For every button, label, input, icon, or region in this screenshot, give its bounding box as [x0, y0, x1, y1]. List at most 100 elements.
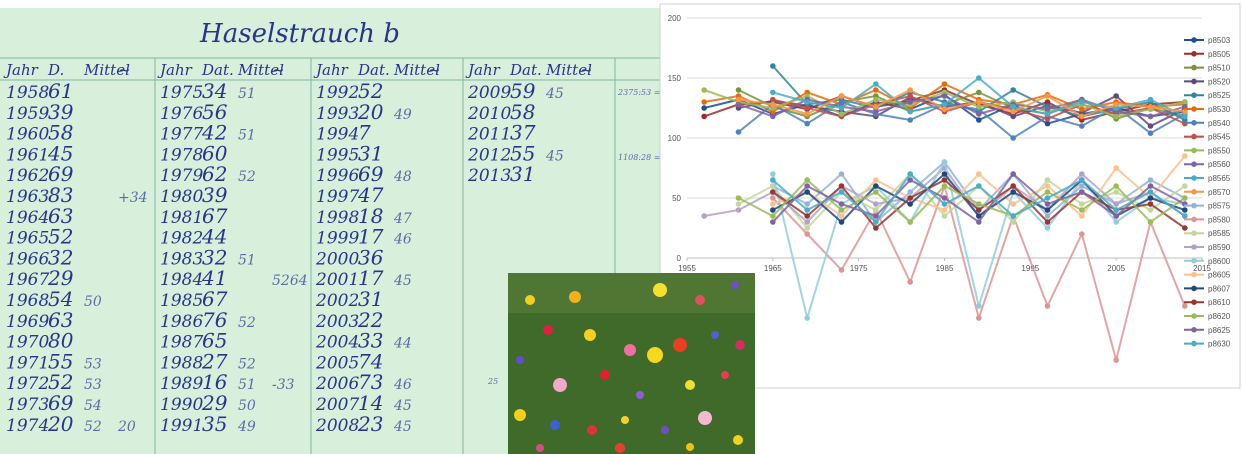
series-marker — [873, 104, 879, 110]
series-marker — [1079, 123, 1085, 129]
flower — [516, 356, 524, 364]
ledger-cell: 47 — [393, 211, 412, 227]
series-marker — [1182, 195, 1188, 201]
legend-label: p8625 — [1208, 326, 1231, 335]
ledger-cell: 46 — [393, 232, 412, 248]
series-marker — [1113, 219, 1119, 225]
series-marker — [1148, 219, 1154, 225]
ledger-cell: 1970 — [6, 333, 49, 353]
series-marker — [907, 99, 913, 105]
ledger-note: 25 — [487, 377, 498, 386]
flower — [553, 378, 567, 392]
ledger-cell: 1988 — [160, 353, 203, 373]
series-marker — [1113, 201, 1119, 207]
ledger-cell: 51 — [238, 128, 256, 144]
series-marker — [839, 213, 845, 219]
ledger-cell: 2009 — [467, 83, 511, 103]
ledger-cell: 2011 — [467, 125, 511, 145]
ledger-cell: 45 — [393, 398, 412, 414]
flower — [621, 416, 629, 424]
series-marker — [1045, 111, 1051, 117]
flower — [698, 411, 712, 425]
series-marker — [1148, 183, 1154, 189]
series-marker — [1045, 177, 1051, 183]
ledger-cell: 51 — [238, 377, 256, 393]
series-marker — [1045, 303, 1051, 309]
legend-marker — [1191, 51, 1197, 57]
series-marker — [873, 97, 879, 103]
series-marker — [839, 93, 845, 99]
series-marker — [1113, 207, 1119, 213]
series-marker — [1113, 114, 1119, 120]
series-marker — [907, 219, 913, 225]
ledger-cell: 1985 — [160, 291, 203, 311]
ledger-cell: 5264 — [272, 273, 308, 289]
legend-label: p8605 — [1208, 271, 1231, 280]
series-marker — [770, 201, 776, 207]
series-marker — [976, 303, 982, 309]
legend-label: p8630 — [1208, 340, 1231, 349]
ledger-cell: 1975 — [160, 83, 203, 103]
series-marker — [1010, 213, 1016, 219]
series-marker — [770, 195, 776, 201]
series-marker — [1182, 99, 1188, 105]
ledger-cell: -33 — [272, 377, 295, 393]
series-marker — [1045, 93, 1051, 99]
ledger-cell: 2004 — [315, 333, 359, 353]
ledger-cell: 1964 — [6, 208, 49, 228]
series-marker — [976, 104, 982, 110]
series-marker — [804, 121, 810, 127]
series-marker — [873, 177, 879, 183]
series-marker — [942, 159, 948, 165]
legend-marker — [1191, 299, 1197, 305]
series-marker — [1148, 195, 1154, 201]
series-marker — [907, 195, 913, 201]
legend-marker — [1191, 286, 1197, 292]
x-tick-label: 1985 — [936, 264, 954, 273]
flower — [569, 291, 581, 303]
y-tick-label: 100 — [668, 134, 682, 143]
series-marker — [907, 93, 913, 99]
ledger-header: Jahr — [465, 61, 501, 79]
series-marker — [1113, 183, 1119, 189]
legend-label: p8575 — [1208, 202, 1231, 211]
series-marker — [907, 109, 913, 115]
series-marker — [1113, 102, 1119, 108]
series-marker — [976, 171, 982, 177]
flower — [536, 444, 544, 452]
x-tick-label: 2005 — [1107, 264, 1125, 273]
series-marker — [1182, 207, 1188, 213]
series-marker — [770, 207, 776, 213]
series-marker — [942, 93, 948, 99]
legend-label: p8520 — [1208, 77, 1231, 86]
ledger-header: Jahr — [3, 61, 39, 79]
series-marker — [873, 207, 879, 213]
series-marker — [804, 225, 810, 231]
ledger-cell: 45 — [393, 419, 412, 435]
series-marker — [1079, 114, 1085, 120]
series-marker — [942, 171, 948, 177]
flower — [624, 344, 636, 356]
y-tick-label: 50 — [672, 194, 681, 203]
ledger-cell: 1986 — [160, 312, 203, 332]
flower — [514, 409, 526, 421]
series-marker — [907, 201, 913, 207]
flower — [733, 435, 743, 445]
ledger-cell: 49 — [393, 107, 412, 123]
ledger-cell: 1961 — [6, 145, 49, 165]
ledger-cell: 50 — [238, 398, 256, 414]
ledger-cell: 2003 — [315, 312, 359, 332]
series-marker — [839, 171, 845, 177]
series-marker — [1148, 123, 1154, 129]
ledger-header: D. — [47, 61, 64, 79]
series-marker — [1079, 189, 1085, 195]
legend-marker — [1191, 148, 1197, 154]
flower-photo — [508, 273, 755, 454]
series-marker — [839, 201, 845, 207]
series-marker — [976, 75, 982, 81]
ledger-cell: 1962 — [6, 166, 49, 186]
flower — [686, 443, 694, 451]
ledger-cell: 1997 — [316, 187, 359, 207]
ledger-cell: 52 — [84, 419, 102, 435]
series-marker — [1182, 183, 1188, 189]
